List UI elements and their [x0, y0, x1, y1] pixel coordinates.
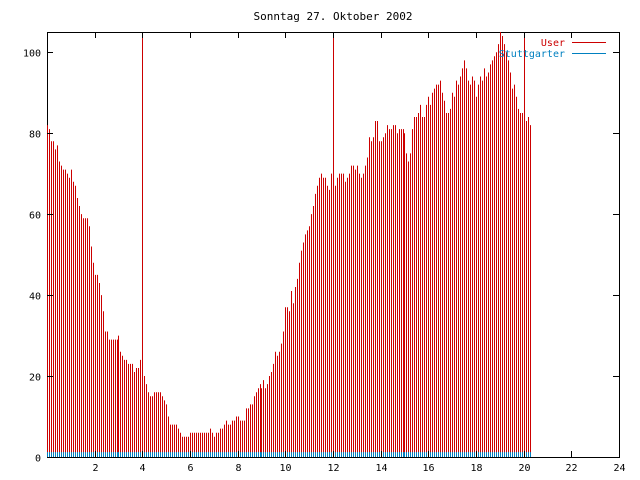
x-axis: 2 4 6 8 10 12 14 16 18 20 22 24 — [92, 32, 626, 474]
x-tick-label: 12 — [327, 463, 339, 474]
y-tick-label: 100 — [23, 49, 41, 60]
x-tick-label: 16 — [422, 463, 434, 474]
series-user-bars — [47, 32, 531, 457]
series-stuttgarter-bars — [47, 452, 531, 457]
legend-label: Stuttgarter — [499, 49, 565, 60]
y-tick-label: 60 — [29, 211, 41, 222]
y-tick-label: 0 — [35, 454, 41, 465]
x-tick-label: 24 — [613, 463, 625, 474]
x-tick-label: 14 — [375, 463, 387, 474]
x-tick-label: 6 — [187, 463, 193, 474]
x-tick-label: 4 — [139, 463, 145, 474]
y-tick-label: 80 — [29, 130, 41, 141]
y-tick-label: 40 — [29, 292, 41, 303]
x-tick-label: 2 — [92, 463, 98, 474]
x-tick-label: 18 — [470, 463, 482, 474]
x-tick-label: 8 — [235, 463, 241, 474]
legend-label: User — [541, 38, 565, 49]
y-tick-label: 20 — [29, 373, 41, 384]
chart-title: Sonntag 27. Oktober 2002 — [254, 10, 413, 23]
x-tick-label: 22 — [565, 463, 577, 474]
y-axis: 0 20 40 60 80 100 — [23, 49, 619, 465]
x-tick-label: 10 — [279, 463, 291, 474]
x-tick-label: 20 — [518, 463, 530, 474]
